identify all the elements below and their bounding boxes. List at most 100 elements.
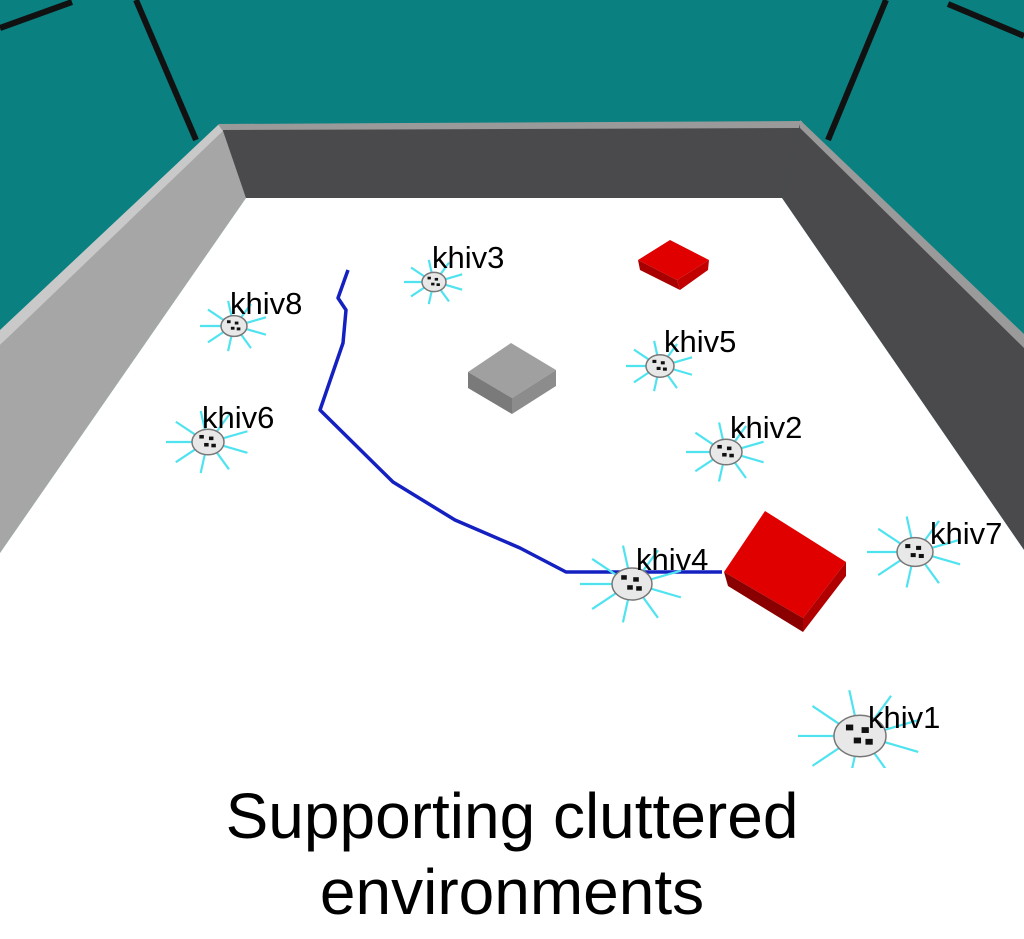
- sensor-ray: [648, 587, 682, 599]
- robot-marking: [845, 724, 854, 731]
- robots-layer: khiv1 khiv2 khiv3 khiv4 khiv5 khiv6 khiv7 khiv8: [165, 240, 1002, 783]
- sensor-ray: [640, 549, 659, 575]
- robot-marking: [726, 446, 732, 451]
- sensor-ray: [221, 444, 248, 454]
- robot-label: khiv4: [636, 542, 708, 577]
- robot-marking: [656, 366, 661, 370]
- robot-khiv6: khiv6: [165, 400, 274, 474]
- sensor-ray: [244, 316, 267, 325]
- caption-line-1: Supporting cluttered: [225, 780, 799, 852]
- robot-label: khiv7: [930, 516, 1002, 551]
- robot-marking: [230, 326, 235, 330]
- sensor-ray: [591, 557, 619, 578]
- robot-label: khiv8: [230, 286, 302, 321]
- robot-marking: [427, 276, 431, 280]
- robot-marking: [431, 282, 435, 286]
- sensor-ray: [443, 273, 463, 281]
- sensor-ray: [207, 308, 226, 322]
- sensor-ray: [739, 440, 764, 450]
- arena-right-wall: [782, 124, 1024, 550]
- arena-left-wall-top: [0, 125, 226, 345]
- sensor-ray: [881, 740, 919, 754]
- robot-marking: [910, 553, 916, 558]
- robot-marking: [621, 575, 627, 580]
- robot-marking: [208, 436, 214, 441]
- sensor-ray: [694, 457, 716, 473]
- sensor-ray: [922, 520, 940, 544]
- robot-khiv8: khiv8: [199, 286, 302, 352]
- arena-right-wall-top: [800, 120, 1024, 348]
- gray-box-obstacle: [468, 343, 556, 414]
- arena-left-wall: [0, 125, 246, 553]
- sensor-ray: [811, 705, 843, 727]
- robot-khiv3: khiv3: [403, 240, 504, 305]
- robot-khiv1: khiv1: [797, 689, 940, 783]
- sensor-ray: [221, 430, 248, 440]
- robot-marking: [226, 320, 231, 324]
- sensor-ray: [591, 590, 619, 610]
- sensor-ray: [633, 370, 651, 384]
- robot-marking: [636, 586, 642, 591]
- sensor-ray: [929, 538, 961, 550]
- robot-khiv4: khiv4: [579, 542, 708, 623]
- background-frame-lines: [0, 0, 1024, 142]
- sensor-ray: [877, 558, 904, 577]
- robot-marking: [916, 545, 922, 550]
- sensor-ray: [671, 356, 693, 365]
- sensor-ray: [244, 327, 267, 336]
- robot-marking: [234, 321, 239, 325]
- sensor-ray: [410, 266, 427, 279]
- robot-marking: [865, 738, 873, 745]
- robot-marking: [211, 443, 216, 448]
- robot-marking: [722, 452, 727, 457]
- robot-khiv2: khiv2: [685, 410, 802, 482]
- sensor-ray: [238, 303, 252, 320]
- robot-khiv5: khiv5: [625, 324, 736, 392]
- sensor-ray: [207, 330, 226, 344]
- sensor-ray: [175, 420, 198, 437]
- red-box-large-obstacle: [724, 511, 846, 632]
- robot-marking: [652, 359, 657, 363]
- sensor-ray: [922, 560, 940, 584]
- sensor-ray: [175, 447, 198, 464]
- sensor-ray: [870, 695, 892, 724]
- caption-line-2: environments: [319, 856, 705, 928]
- robot-marking: [729, 453, 734, 458]
- robot-label: khiv3: [432, 240, 504, 275]
- robot-icon: [896, 536, 934, 568]
- robot-label: khiv2: [730, 410, 802, 445]
- robot-marking: [853, 737, 862, 744]
- robot-marking: [918, 553, 924, 559]
- robot-khiv7: khiv7: [866, 516, 1002, 588]
- sensor-ray: [640, 593, 659, 619]
- sensor-ray: [648, 569, 682, 581]
- sensor-ray: [929, 554, 961, 566]
- robot-label: khiv6: [202, 400, 274, 435]
- sensor-ray: [214, 449, 230, 470]
- sensor-ray: [633, 348, 651, 362]
- robot-marking: [204, 442, 209, 447]
- arena-back-wall-top: [218, 121, 802, 130]
- sensor-ray: [214, 414, 230, 435]
- robot-label: khiv1: [868, 700, 940, 735]
- sensor-ray: [811, 745, 843, 767]
- red-box-small-obstacle: [638, 240, 709, 290]
- slide-caption: Supporting cluttered environments: [0, 778, 1024, 930]
- robot-marking: [905, 544, 911, 549]
- robot-marking: [717, 444, 722, 449]
- sensor-ray: [877, 527, 904, 546]
- arena-back-wall: [222, 124, 800, 198]
- sensor-ray: [881, 719, 919, 732]
- sensor-ray: [694, 431, 716, 447]
- caption-background: [0, 768, 1024, 939]
- robot-marking: [236, 327, 241, 331]
- robot-marking: [662, 367, 667, 371]
- robot-label: khiv5: [664, 324, 736, 359]
- sensor-ray: [410, 285, 427, 298]
- sensor-rays: [797, 689, 919, 783]
- sensor-ray: [443, 283, 463, 291]
- sensor-ray: [739, 454, 764, 464]
- robot-marking: [861, 727, 869, 733]
- sensor-rays: [685, 422, 764, 482]
- robot-marking: [199, 434, 204, 439]
